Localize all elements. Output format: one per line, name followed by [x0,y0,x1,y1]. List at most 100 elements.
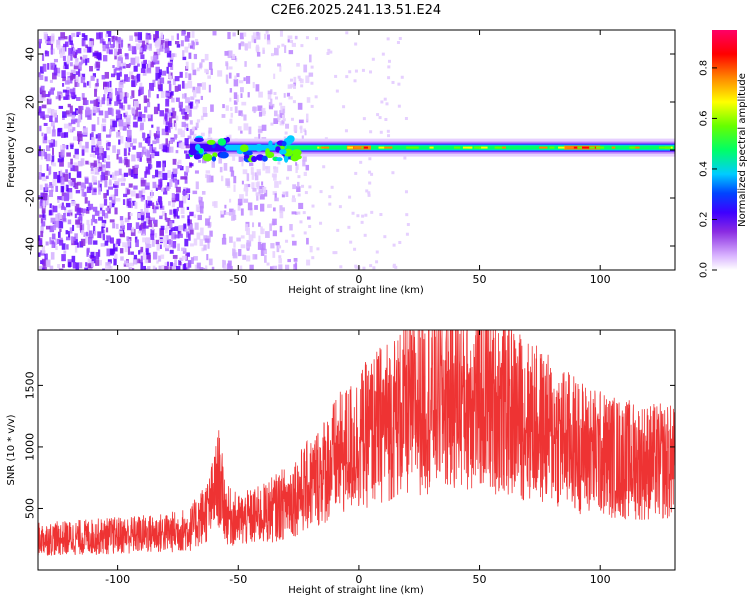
noise-cell [138,225,142,231]
noise-cell [125,116,131,125]
noise-cell [106,98,112,106]
noise-cell [129,212,133,217]
noise-cell [70,165,75,172]
echo-blob [283,154,289,163]
noise-cell [112,222,116,229]
noise-cell [113,258,117,266]
noise-cell [130,267,133,270]
noise-cell [172,254,178,259]
noise-cell [326,51,330,55]
noise-cell [133,185,138,190]
noise-cell [132,257,138,265]
noise-cell [130,169,134,178]
noise-cell [155,35,158,40]
noise-cell [66,144,69,150]
noise-cell [363,233,367,237]
noise-cell [258,189,264,194]
noise-cell [90,165,94,171]
noise-cell [134,164,139,169]
noise-cell [104,170,109,176]
noise-cell [178,200,184,208]
noise-cell [208,258,213,266]
noise-cell [141,188,146,194]
noise-cell [105,81,110,89]
noise-cell [189,219,192,225]
noise-cell [158,144,164,150]
snr-xtick-label: 0 [355,573,362,586]
noise-cell [252,222,255,228]
noise-cell [48,166,52,175]
noise-cell [103,159,106,163]
noise-cell [42,210,45,218]
noise-cell [302,211,306,215]
noise-cell [327,48,331,52]
noise-cell [105,33,109,38]
noise-cell [70,236,74,244]
noise-cell [157,72,161,79]
noise-cell [127,104,131,110]
noise-cell [190,96,195,100]
noise-cell [76,242,80,248]
noise-cell [134,109,139,117]
noise-cell [187,260,192,268]
noise-cell [272,103,275,108]
noise-cell [109,129,112,137]
noise-cell [245,43,248,51]
noise-cell [123,172,129,177]
noise-cell [132,138,137,144]
noise-cell [225,105,229,111]
noise-cell [124,244,128,253]
noise-cell [186,127,189,131]
noise-cell [208,127,213,134]
noise-cell [232,248,236,256]
noise-cell [91,261,94,268]
noise-cell [93,153,97,158]
noise-cell [140,68,146,74]
noise-cell [38,252,41,257]
noise-cell [102,43,106,52]
noise-cell [284,131,288,135]
noise-cell [119,248,124,254]
noise-cell [90,162,95,168]
noise-cell [89,65,93,72]
noise-cell [119,102,123,109]
noise-cell [259,194,265,200]
noise-cell [126,236,130,241]
noise-cell [288,50,294,55]
noise-cell [262,186,267,193]
noise-cell [78,213,83,221]
noise-cell [232,209,236,216]
noise-cell [121,223,124,229]
noise-cell [243,198,249,203]
noise-cell [102,41,106,45]
noise-cell [159,244,162,249]
noise-cell [198,267,204,270]
noise-cell [174,180,178,189]
noise-cell [78,262,83,269]
noise-cell [49,142,54,148]
noise-cell [306,113,309,122]
noise-cell [305,164,310,171]
noise-cell [112,39,116,48]
noise-cell [404,190,408,194]
noise-cell [68,35,72,41]
noise-cell [136,73,141,82]
noise-cell [153,106,159,115]
noise-cell [137,63,140,67]
noise-cell [63,36,68,40]
noise-cell [104,110,109,119]
noise-cell [146,237,151,244]
noise-cell [308,224,312,228]
noise-cell [86,46,92,53]
noise-cell [85,262,88,267]
noise-cell [75,219,81,225]
noise-cell [115,42,119,49]
noise-cell [306,259,311,266]
noise-cell [283,136,287,140]
noise-cell [123,96,128,104]
noise-cell [278,255,282,259]
noise-cell [169,220,173,229]
noise-cell [319,221,323,225]
noise-cell [173,134,177,140]
